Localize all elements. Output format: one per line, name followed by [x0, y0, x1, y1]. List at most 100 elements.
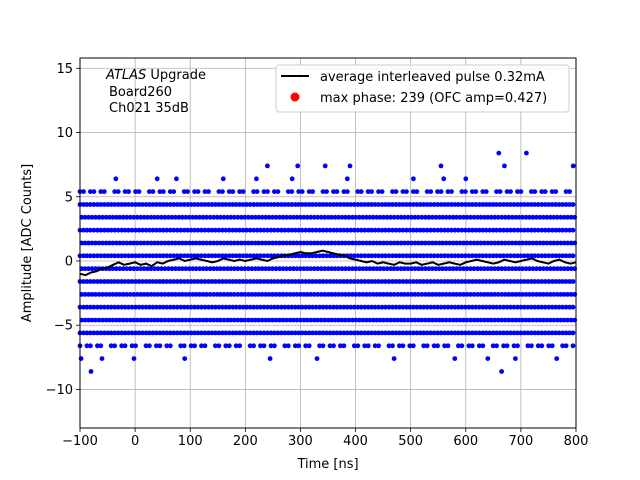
data-point — [344, 189, 350, 195]
data-point — [386, 330, 392, 336]
annotation-channel: Ch021 35dB — [109, 101, 189, 116]
data-point — [442, 343, 447, 349]
data-point — [251, 330, 256, 336]
data-point — [518, 202, 524, 207]
data-point — [445, 189, 451, 195]
data-point — [202, 330, 208, 336]
data-point — [456, 253, 461, 259]
data-point — [530, 317, 536, 323]
data-point — [268, 330, 274, 336]
data-point — [138, 317, 144, 323]
data-point — [280, 317, 286, 323]
data-point — [525, 253, 531, 259]
data-point — [558, 214, 564, 220]
data-point — [176, 317, 182, 323]
data-point — [398, 266, 404, 272]
data-point — [268, 202, 274, 207]
data-point — [220, 279, 225, 284]
data-point — [416, 317, 421, 323]
data-point — [185, 304, 191, 310]
data-point — [331, 189, 336, 195]
data-point — [570, 227, 576, 233]
data-point — [247, 304, 253, 310]
data-point — [174, 202, 180, 207]
data-point — [338, 227, 343, 233]
data-point — [539, 330, 545, 336]
data-point — [169, 317, 175, 323]
data-point — [532, 227, 538, 233]
data-point — [129, 253, 135, 259]
data-point — [176, 266, 182, 272]
data-point — [289, 202, 295, 207]
data-point — [365, 279, 371, 284]
data-point — [397, 253, 402, 259]
data-point — [251, 304, 256, 310]
data-point — [174, 176, 179, 182]
data-point — [452, 202, 458, 207]
data-point — [553, 330, 559, 336]
data-point — [126, 202, 131, 207]
data-point — [119, 202, 125, 207]
data-point — [169, 240, 175, 246]
data-point — [228, 317, 234, 323]
data-point — [372, 343, 378, 349]
data-point — [223, 330, 229, 336]
data-point — [306, 253, 312, 259]
data-point — [546, 343, 552, 349]
data-point — [315, 317, 321, 323]
x-tick-label: 800 — [564, 434, 589, 449]
data-point — [513, 317, 519, 323]
data-point — [308, 317, 314, 323]
data-point — [501, 227, 506, 233]
data-point — [273, 240, 279, 246]
data-point — [154, 330, 159, 336]
data-point — [192, 227, 198, 233]
data-point — [100, 317, 105, 323]
data-point — [119, 304, 125, 310]
data-point — [299, 330, 305, 336]
data-point — [357, 266, 362, 272]
data-point — [183, 317, 189, 323]
data-point — [542, 279, 548, 284]
average-pulse-line-layer — [79, 249, 577, 277]
data-point — [122, 279, 128, 284]
data-point — [456, 304, 461, 310]
data-point — [379, 202, 385, 207]
data-point — [117, 240, 123, 246]
data-point — [529, 343, 534, 349]
data-point — [112, 279, 118, 284]
data-point — [279, 304, 284, 310]
data-point — [279, 279, 284, 284]
data-point — [266, 266, 272, 272]
data-point — [544, 214, 550, 220]
data-point — [221, 317, 227, 323]
data-point — [390, 279, 395, 284]
data-point — [213, 330, 218, 336]
data-point — [395, 240, 400, 246]
data-point — [226, 279, 232, 284]
data-point — [459, 304, 465, 310]
data-point — [338, 304, 343, 310]
data-point — [494, 253, 499, 259]
data-point — [438, 227, 444, 233]
data-point — [114, 292, 119, 297]
data-point — [438, 279, 444, 284]
data-point — [542, 227, 548, 233]
data-point — [343, 266, 348, 272]
data-point — [188, 343, 194, 349]
data-point — [461, 214, 466, 220]
data-point — [553, 227, 559, 233]
data-point — [350, 214, 355, 220]
data-point — [553, 189, 559, 195]
data-point — [226, 304, 232, 310]
data-point — [133, 227, 139, 233]
data-point — [272, 330, 277, 336]
data-point — [136, 279, 142, 284]
data-point — [447, 214, 453, 220]
data-point — [563, 227, 569, 233]
data-point — [220, 202, 225, 207]
data-point — [537, 317, 543, 323]
data-point — [494, 304, 499, 310]
data-point — [329, 292, 334, 297]
data-point — [324, 253, 329, 259]
